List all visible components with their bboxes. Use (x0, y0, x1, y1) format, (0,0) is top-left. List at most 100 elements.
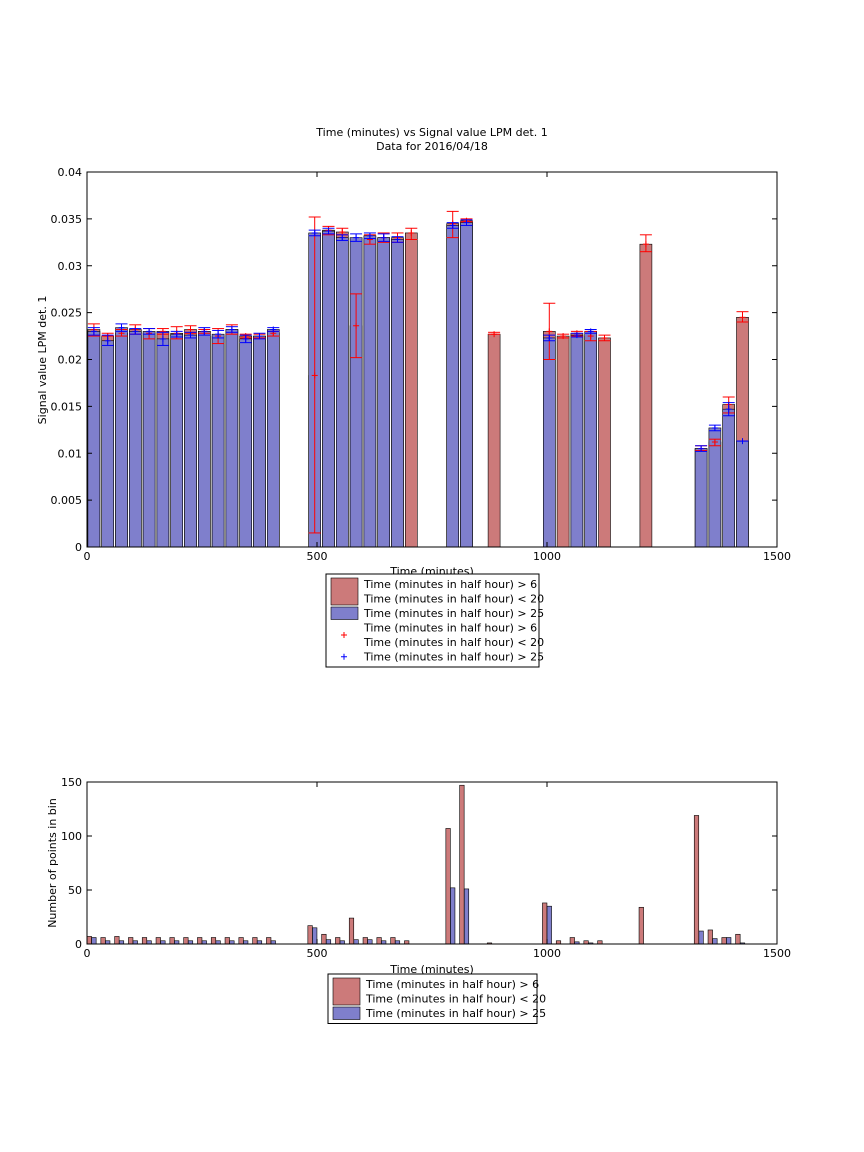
error-bar-blue-285 (212, 329, 225, 339)
x-tick-label: 0 (84, 550, 91, 563)
error-bar-red-585 (350, 293, 363, 359)
bar-red-1055 (569, 937, 575, 945)
bar-red-185 (169, 937, 175, 945)
bar-red-515 (321, 933, 327, 945)
legend-swatch (332, 1006, 361, 1020)
error-bar-blue-225 (184, 331, 197, 339)
bar-blue-315 (225, 329, 239, 548)
legend-swatch (330, 606, 359, 620)
error-bar-blue-825 (460, 219, 473, 226)
bar-red-665 (390, 937, 396, 945)
error-bar-blue-555 (336, 234, 349, 241)
legend-label: Time (minutes in half hour) < 20 (363, 636, 544, 649)
bar-red-605 (362, 937, 368, 945)
signal-bars (87, 220, 749, 548)
x-tick-label: 1500 (763, 947, 791, 960)
y-tick-label: 100 (61, 830, 82, 843)
error-bar-red-1005 (543, 302, 556, 360)
bar-red-995 (542, 902, 548, 945)
error-bar-blue-195 (170, 330, 183, 338)
bar-blue-1395 (726, 937, 732, 945)
bar-red-275 (210, 937, 217, 945)
legend-entry-1: Time (minutes in half hour) > 25 (332, 1006, 546, 1020)
bar-red-705 (404, 232, 418, 548)
bar-red-335 (238, 937, 244, 945)
error-bar-red-495 (308, 216, 321, 534)
bar-blue-195 (170, 333, 183, 548)
chart-subtitle: Data for 2016/04/18 (376, 140, 488, 153)
error-bar-blue-1365 (708, 424, 721, 432)
bar-red-1415 (735, 933, 741, 945)
bar-red-545 (335, 937, 341, 945)
bar-red-245 (197, 937, 203, 945)
error-bar-blue-1005 (543, 334, 556, 342)
bar-blue-1065 (570, 334, 584, 548)
count-x-axis-label: Time (minutes) (389, 963, 474, 976)
bar-red-1205 (638, 906, 644, 945)
count-bars (86, 784, 746, 945)
legend-swatch (330, 577, 359, 606)
y-tick-label: 0.035 (51, 213, 83, 226)
bar-blue-75 (115, 327, 128, 548)
signal-chart: Time (minutes) vs Signal value LPM det. … (36, 126, 791, 668)
count-legend: Time (minutes in half hour) > 6 Time (min… (327, 973, 546, 1024)
y-tick-label: 150 (61, 776, 82, 789)
bar-red-485 (307, 925, 313, 945)
x-tick-label: 1000 (533, 947, 561, 960)
count-plot-frame (86, 781, 778, 945)
signal-error-bars (87, 210, 749, 534)
legend-marker (341, 632, 347, 638)
error-bar-blue-255 (198, 327, 211, 336)
legend-label: Time (minutes in half hour) > 25 (365, 1007, 546, 1020)
error-bar-blue-615 (363, 232, 376, 240)
bar-red-125 (141, 937, 148, 945)
error-bar-blue-105 (129, 328, 142, 335)
error-bar-blue-1095 (584, 328, 597, 335)
bar-blue-585 (349, 237, 363, 548)
bar-blue-1395 (722, 408, 736, 548)
bar-red-885 (487, 333, 501, 548)
x-tick-label: 500 (307, 550, 328, 563)
bar-red-215 (183, 937, 189, 945)
bar-blue-15 (91, 937, 97, 945)
bar-blue-105 (129, 331, 142, 548)
error-bar-blue-1065 (570, 332, 583, 339)
error-bar-blue-345 (239, 334, 252, 344)
legend-label: Time (minutes in half hour) < 20 (363, 593, 544, 606)
error-bar-blue-15 (87, 327, 100, 336)
error-bar-red-1425 (736, 311, 749, 323)
bar-red-785 (445, 828, 451, 945)
error-bar-blue-585 (350, 233, 363, 242)
bar-red-1215 (639, 243, 653, 548)
legend-entry-1: Time (minutes in half hour) > 25 (330, 606, 544, 620)
bar-blue-45 (101, 340, 114, 548)
bar-red-1355 (707, 929, 713, 945)
error-bar-blue-405 (267, 326, 280, 333)
legend-swatch (332, 977, 361, 1006)
bar-red-65 (114, 936, 120, 945)
legend-entry-0: Time (minutes in half hour) > 6 Time (min… (330, 577, 544, 606)
error-bar-red-1215 (639, 234, 652, 253)
bar-blue-285 (211, 333, 225, 548)
count-axis-ticks: 0 500 1000 1500 0 50 100 150 (61, 776, 791, 960)
legend-entry-0: Time (minutes in half hour) > 6 Time (min… (332, 977, 546, 1006)
bar-red-1125 (598, 337, 611, 548)
bar-blue-615 (363, 235, 377, 548)
error-bar-blue-1395 (722, 402, 735, 417)
error-bar-blue-165 (156, 331, 169, 346)
error-bar-blue-645 (377, 233, 390, 242)
bar-blue-555 (335, 237, 349, 548)
legend-label: Time (minutes in half hour) > 6 (365, 978, 539, 991)
bar-blue-405 (266, 329, 280, 548)
y-tick-label: 0 (75, 541, 82, 554)
legend-marker (341, 653, 347, 660)
x-tick-label: 1000 (533, 550, 561, 563)
y-tick-label: 0.01 (58, 447, 83, 460)
error-bar-blue-1425 (736, 438, 749, 445)
error-bar-blue-525 (322, 227, 335, 235)
error-bar-red-1035 (557, 333, 570, 340)
legend-label: Time (minutes in half hour) > 6 (363, 578, 537, 591)
y-tick-label: 0.025 (51, 307, 83, 320)
